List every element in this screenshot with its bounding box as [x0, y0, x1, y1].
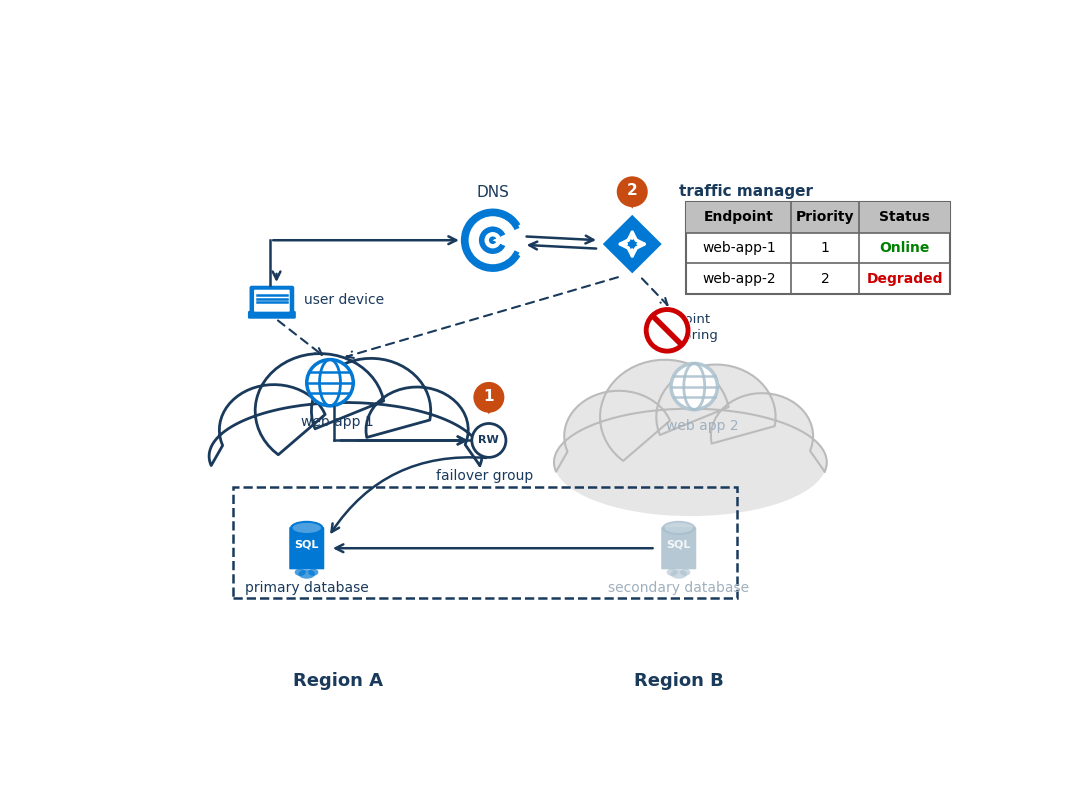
Text: Status: Status [880, 210, 930, 224]
Text: web app 1: web app 1 [301, 415, 374, 429]
Text: 1: 1 [484, 389, 494, 404]
Text: SQL: SQL [667, 539, 691, 549]
Text: 2: 2 [627, 184, 638, 198]
Ellipse shape [554, 409, 827, 516]
Ellipse shape [219, 385, 328, 476]
Text: 1: 1 [821, 241, 829, 255]
Ellipse shape [711, 393, 813, 479]
Wedge shape [493, 231, 517, 249]
Ellipse shape [670, 569, 687, 579]
Text: Endpoint: Endpoint [704, 210, 774, 224]
Ellipse shape [662, 520, 695, 535]
Circle shape [643, 306, 691, 354]
Polygon shape [481, 400, 497, 415]
Circle shape [484, 232, 501, 249]
Text: traffic manager: traffic manager [679, 184, 813, 199]
Wedge shape [493, 227, 523, 253]
Text: 2: 2 [821, 272, 829, 286]
FancyBboxPatch shape [254, 290, 290, 312]
FancyBboxPatch shape [687, 202, 950, 233]
Text: Region A: Region A [293, 672, 383, 691]
Text: Priority: Priority [796, 210, 855, 224]
Circle shape [306, 359, 353, 406]
Text: user device: user device [304, 294, 385, 307]
Circle shape [489, 237, 497, 244]
Ellipse shape [294, 569, 306, 576]
Ellipse shape [312, 358, 431, 464]
Circle shape [472, 423, 506, 457]
Text: failover group: failover group [436, 469, 534, 483]
Ellipse shape [667, 569, 678, 576]
Text: web-app-1: web-app-1 [702, 241, 776, 255]
Circle shape [462, 209, 523, 271]
Text: DNS: DNS [476, 185, 509, 200]
Ellipse shape [665, 523, 693, 533]
Circle shape [463, 211, 522, 269]
Circle shape [617, 176, 647, 207]
FancyBboxPatch shape [687, 202, 950, 294]
Circle shape [671, 363, 717, 410]
Text: Region B: Region B [634, 672, 724, 691]
Ellipse shape [600, 360, 729, 474]
Circle shape [473, 382, 505, 413]
Ellipse shape [290, 520, 324, 535]
Text: web app 2: web app 2 [666, 419, 738, 433]
Circle shape [670, 363, 718, 411]
Ellipse shape [209, 403, 482, 510]
Circle shape [479, 226, 507, 254]
Text: SQL: SQL [294, 539, 319, 549]
Ellipse shape [308, 569, 318, 576]
Ellipse shape [680, 569, 690, 576]
Polygon shape [623, 195, 641, 209]
Text: RW: RW [479, 435, 499, 445]
Circle shape [646, 310, 688, 351]
FancyBboxPatch shape [289, 527, 324, 569]
Text: end-point
monitoring: end-point monitoring [646, 314, 719, 342]
Text: secondary database: secondary database [608, 581, 749, 594]
Text: Degraded: Degraded [867, 272, 943, 286]
Ellipse shape [255, 354, 385, 468]
Circle shape [479, 226, 507, 254]
Ellipse shape [292, 523, 320, 533]
Ellipse shape [299, 569, 315, 579]
Text: web-app-2: web-app-2 [702, 272, 776, 286]
Ellipse shape [366, 387, 469, 473]
Circle shape [305, 358, 354, 407]
Ellipse shape [565, 391, 674, 481]
Circle shape [469, 217, 517, 264]
FancyBboxPatch shape [249, 312, 295, 318]
FancyBboxPatch shape [662, 527, 697, 569]
Text: primary database: primary database [245, 581, 368, 594]
Text: Online: Online [880, 241, 930, 255]
Ellipse shape [656, 364, 776, 469]
Circle shape [487, 235, 498, 245]
FancyBboxPatch shape [251, 287, 293, 314]
Polygon shape [603, 215, 662, 273]
